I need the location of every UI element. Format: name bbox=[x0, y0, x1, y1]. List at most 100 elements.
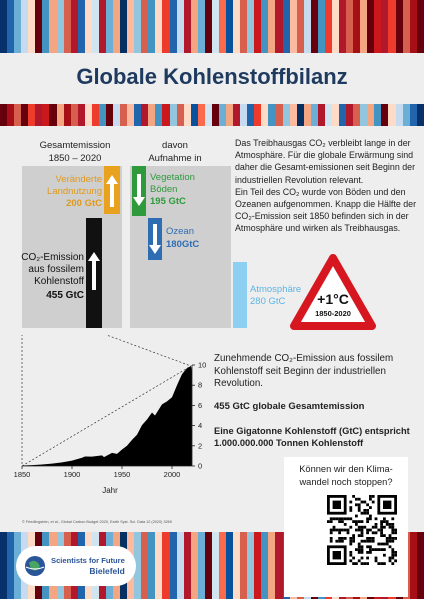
stripe bbox=[105, 0, 113, 53]
qr-module bbox=[391, 551, 395, 554]
qr-module bbox=[357, 506, 361, 509]
stripe bbox=[35, 104, 43, 126]
explanation-paragraph: Ein Teil des CO₂ wurde von Böden und den… bbox=[235, 186, 417, 234]
stripe bbox=[127, 0, 135, 53]
x-axis-label: Jahr bbox=[102, 486, 118, 495]
qr-module bbox=[360, 548, 364, 551]
stripe bbox=[113, 0, 121, 53]
qr-module bbox=[374, 525, 378, 529]
qr-module bbox=[360, 511, 364, 515]
stripe bbox=[148, 104, 156, 126]
qr-module bbox=[355, 523, 358, 526]
qr-question: Können wir den Klima-wandel noch stoppen… bbox=[299, 464, 393, 487]
qr-module bbox=[341, 537, 344, 540]
qr-module bbox=[335, 528, 339, 532]
qr-module bbox=[355, 548, 358, 551]
qr-module bbox=[383, 548, 386, 551]
stripe bbox=[141, 532, 149, 599]
qr-module bbox=[391, 525, 395, 529]
stripe bbox=[268, 532, 276, 599]
qr-module bbox=[352, 495, 355, 498]
stripe bbox=[402, 0, 410, 53]
qr-module bbox=[391, 553, 395, 557]
qr-module bbox=[363, 511, 367, 515]
citation: © Friedlingstein, et al., Global Carbon … bbox=[22, 520, 172, 524]
stripe bbox=[233, 104, 241, 126]
qr-module bbox=[394, 559, 397, 563]
qr-module bbox=[338, 539, 341, 543]
qr-module bbox=[385, 539, 389, 543]
x-tick-label: 1950 bbox=[114, 470, 131, 479]
fossil-emission-value: 455 GtC bbox=[46, 290, 84, 301]
arrow-up-icon bbox=[106, 175, 118, 207]
qr-module bbox=[385, 537, 389, 540]
stripe bbox=[14, 0, 22, 53]
qr-module bbox=[357, 545, 361, 549]
stripe bbox=[240, 104, 248, 126]
qr-card[interactable]: Können wir den Klima-wandel noch stoppen… bbox=[284, 457, 408, 597]
qr-module bbox=[369, 545, 372, 549]
stripe bbox=[21, 0, 29, 53]
stripe bbox=[155, 104, 163, 126]
stripe bbox=[416, 532, 424, 599]
qr-module bbox=[377, 562, 381, 565]
qr-module bbox=[383, 553, 386, 557]
qr-module bbox=[346, 531, 350, 535]
stripe bbox=[155, 0, 163, 53]
qr-module bbox=[385, 520, 389, 523]
warning-sign-icon bbox=[290, 254, 376, 330]
stripe bbox=[98, 104, 106, 126]
qr-module bbox=[343, 537, 347, 540]
qr-module bbox=[366, 528, 369, 532]
stripe bbox=[388, 104, 396, 126]
qr-module bbox=[332, 500, 341, 509]
stripe bbox=[240, 532, 248, 599]
qr-module bbox=[371, 531, 375, 535]
qr-module bbox=[355, 497, 358, 501]
stripe bbox=[339, 104, 347, 126]
qr-module bbox=[352, 556, 355, 560]
stripe bbox=[317, 104, 325, 126]
y-tick-label: 0 bbox=[198, 462, 202, 471]
stripe bbox=[233, 532, 241, 599]
stripe bbox=[155, 532, 163, 599]
qr-module bbox=[360, 551, 364, 554]
qr-module bbox=[380, 534, 383, 537]
qr-module bbox=[360, 556, 364, 560]
arrow-down-icon bbox=[133, 174, 145, 206]
qr-module bbox=[374, 559, 378, 563]
qr-module bbox=[357, 548, 361, 551]
vegetation-value: 195 GtC bbox=[150, 196, 186, 207]
stripe bbox=[353, 104, 361, 126]
stripe bbox=[395, 104, 403, 126]
stripe bbox=[162, 532, 170, 599]
qr-module bbox=[357, 503, 361, 507]
qr-module bbox=[327, 520, 330, 523]
stripe bbox=[211, 532, 219, 599]
stripe bbox=[331, 0, 339, 53]
stripe bbox=[7, 0, 15, 53]
qr-code-icon[interactable] bbox=[327, 495, 397, 565]
stripe bbox=[21, 104, 29, 126]
stripe bbox=[218, 104, 226, 126]
stripe bbox=[233, 0, 241, 53]
stripe bbox=[120, 0, 128, 53]
uptake-panel bbox=[130, 166, 231, 328]
stripe bbox=[134, 104, 142, 126]
qr-module bbox=[343, 517, 347, 521]
stripe bbox=[183, 532, 191, 599]
qr-module bbox=[352, 537, 355, 540]
x-tick-label: 1900 bbox=[64, 470, 81, 479]
qr-module bbox=[366, 539, 369, 543]
stripe bbox=[303, 0, 311, 53]
qr-module bbox=[338, 520, 341, 523]
qr-module bbox=[355, 562, 358, 565]
stripe bbox=[35, 0, 43, 53]
stripe bbox=[226, 0, 234, 53]
warming-period: 1850-2020 bbox=[315, 309, 351, 318]
land-use-value: 200 GtC bbox=[66, 198, 102, 209]
stripe bbox=[42, 0, 50, 53]
cone-line-top bbox=[105, 335, 192, 367]
stripe bbox=[77, 0, 85, 53]
qr-module bbox=[380, 520, 383, 523]
